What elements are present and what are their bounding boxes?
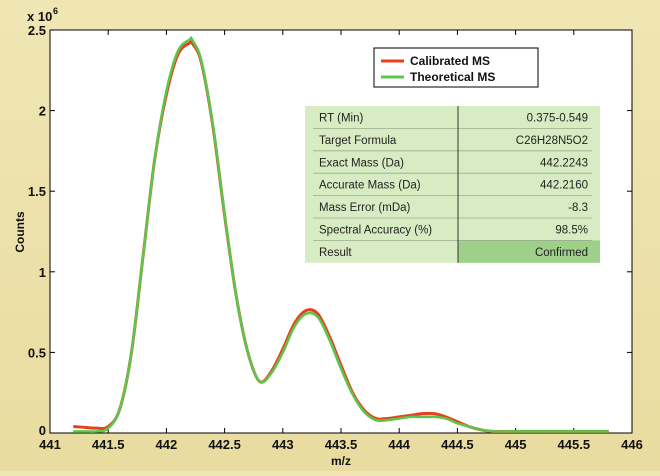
x-tick-label: 443 [272,437,294,452]
legend-box [373,47,539,88]
legend-label-theoretical: Theoretical MS [410,70,495,84]
table-label: RT (Min) [319,113,363,125]
table-background [305,106,600,263]
y-tick-label: 0.5 [28,345,46,360]
x-tick-label: 445.5 [558,437,591,452]
x-tick-label: 446 [621,437,643,452]
table-value: 442.2243 [540,157,588,169]
table-row: Mass Error (mDa) -8.3 [313,195,592,214]
table-value: C26H28N5O2 [516,135,588,147]
table-label: Target Formula [319,135,397,147]
table-row: Accurate Mass (Da) 442.2160 [313,172,592,192]
table-row: RT (Min) 0.375-0.549 [319,113,588,125]
table-value: 0.375-0.549 [527,113,588,125]
table-label: Exact Mass (Da) [319,157,404,169]
table-row: Spectral Accuracy (%) 98.5% [313,217,592,237]
table-label: Mass Error (mDa) [319,202,411,214]
series-line-theoretical [73,36,609,433]
x-tick-label: 442.5 [208,437,241,452]
legend-label-calibrated: Calibrated MS [410,54,490,68]
x-tick-label: 443.5 [325,437,358,452]
table-row: Exact Mass (Da) 442.2243 [313,150,592,169]
x-tick-label: 444 [388,437,410,452]
results-table: RT (Min) 0.375-0.549 Target Formula C26H28N… [305,106,600,263]
table-value: -8.3 [568,202,588,214]
table-row: Result Confirmed [313,239,600,263]
x-axis-label: m/z [331,454,351,468]
x-tick-label: 442 [156,437,178,452]
table-value: 98.5% [555,225,588,237]
table-value: Confirmed [535,247,588,259]
series-layer [73,36,609,434]
table-label: Result [319,247,352,259]
table-row: Target Formula C26H28N5O2 [313,127,592,147]
y-axis-label: Counts [13,211,27,253]
x-tick-label: 444.5 [441,437,474,452]
table-label: Spectral Accuracy (%) [319,225,432,237]
y-multiplier-label: x 10 [27,9,52,24]
y-tick-label: 2.5 [28,23,46,38]
table-label: Accurate Mass (Da) [319,180,421,192]
y-tick-label: 2 [39,104,46,119]
y-tick-label: 0 [39,423,46,438]
y-axis: 0.5 1 1.5 2 2.5 0 [28,23,632,438]
x-axis: 441 441.5 442 442.5 443 443.5 444 444.5 445 445.5… [39,30,643,452]
x-tick-label: 445 [505,437,527,452]
table-value: 442.2160 [540,180,588,192]
x-tick-label: 441 [39,437,61,452]
result-highlight [458,240,600,263]
y-tick-label: 1 [39,265,46,280]
x-tick-label: 441.5 [92,437,125,452]
y-tick-label: 1.5 [28,184,46,199]
y-multiplier-exponent: 6 [53,6,58,16]
legend: Calibrated MS Theoretical MS [373,47,539,88]
